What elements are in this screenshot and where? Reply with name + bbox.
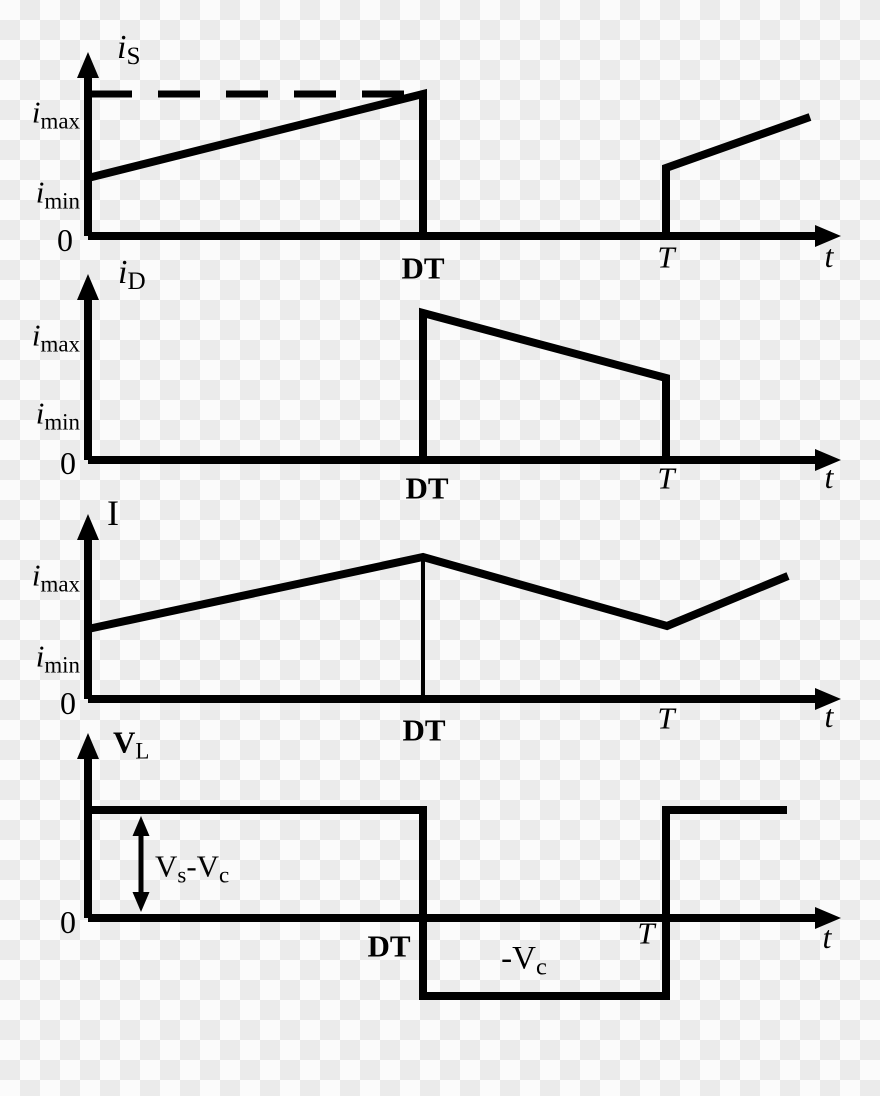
inductor-voltage-plot <box>77 733 841 1000</box>
inductor-current-plot <box>77 514 841 710</box>
inductor-voltage-axis-label-text: L <box>135 738 150 763</box>
inductor-voltage-vs-vc-measure-arrow-down-arrowhead-icon <box>132 892 150 912</box>
switch-current-y-axis-arrowhead-icon <box>77 52 99 78</box>
inductor-current-tick-imax-text: max <box>40 571 81 596</box>
inductor-current-y-axis-arrowhead-icon <box>77 514 99 540</box>
diode-current-y-axis-arrowhead-icon <box>77 274 99 300</box>
inductor-current-tick-zero-text: 0 <box>60 685 76 721</box>
inductor-current-time-label: t <box>825 700 834 732</box>
diode-current-tick-imin: imin <box>35 395 80 433</box>
inductor-current-inductor-ripple-wave <box>87 552 790 633</box>
inductor-voltage-level-vs-minus-vc-text: V <box>155 848 178 884</box>
inductor-current-tick-imin-text: i <box>35 638 45 674</box>
diode-current-tick-imax: imax <box>31 317 80 355</box>
diode-current-time-label-text: t <box>824 459 834 495</box>
switch-current-time-label: t <box>825 240 834 272</box>
switch-current-mark-period: T <box>657 242 674 273</box>
inductor-voltage-level-vs-minus-vc-text: s <box>177 862 187 887</box>
diode-current-tick-imax-text: max <box>40 331 81 356</box>
inductor-voltage-level-vs-minus-vc: Vs-Vc <box>155 848 229 886</box>
inductor-voltage-mark-dt-text: DT <box>367 928 411 964</box>
diode-current-mark-dt-text: DT <box>405 470 449 506</box>
inductor-current-tick-imin-text: min <box>44 652 80 677</box>
inductor-current-mark-period-text: T <box>657 700 675 736</box>
inductor-voltage-level-minus-vc-text: c <box>535 953 547 981</box>
inductor-voltage-vs-vc-measure-arrow-up-arrowhead-icon <box>132 816 150 836</box>
inductor-voltage-time-label-text: t <box>822 919 832 955</box>
diode-current-tick-zero: 0 <box>60 447 76 479</box>
diode-current-t-axis-arrowhead-icon <box>815 449 841 471</box>
switch-current-tick-imin: imin <box>35 174 80 212</box>
diode-current-tick-imin-text: i <box>35 395 45 431</box>
diode-current-mark-dt: DT <box>405 473 448 504</box>
inductor-current-time-label-text: t <box>824 698 834 734</box>
switch-current-axis-label-text: S <box>126 43 141 71</box>
inductor-voltage-mark-dt: DT <box>367 931 410 962</box>
inductor-voltage-level-minus-vc: -Vc <box>501 940 547 979</box>
diode-current-axis-label-text: D <box>127 268 146 296</box>
diode-current-tick-zero-text: 0 <box>60 445 76 481</box>
inductor-current-t-axis-arrowhead-icon <box>815 688 841 710</box>
inductor-current-mark-dt: DT <box>402 715 445 746</box>
inductor-voltage-axis-label: VL <box>113 724 149 762</box>
inductor-voltage-level-vs-minus-vc-text: - <box>186 848 197 884</box>
switch-current-next-cycle-ramp <box>662 113 812 235</box>
inductor-voltage-mark-period-text: T <box>637 915 655 951</box>
inductor-current-mark-dt-text: DT <box>402 712 446 748</box>
diode-current-axis-label: iD <box>118 254 146 295</box>
inductor-voltage-level-vs-minus-vc-text: V <box>196 848 220 884</box>
inductor-current-tick-imin: imin <box>35 638 80 676</box>
switch-current-tick-imax-text: max <box>40 108 81 133</box>
inductor-current-tick-imax-text: i <box>31 557 41 593</box>
inductor-voltage-t-axis-arrowhead-icon <box>815 907 841 929</box>
switch-current-mark-period-text: T <box>657 239 675 275</box>
diode-current-mark-period: T <box>657 463 674 494</box>
diode-current-diode-conduction-pulse <box>419 307 670 459</box>
switch-current-mark-dt-text: DT <box>401 250 445 286</box>
inductor-voltage-y-axis-arrowhead-icon <box>77 733 99 759</box>
inductor-current-axis-label: I <box>107 495 119 531</box>
switch-current-t-axis-arrowhead-icon <box>815 225 841 247</box>
diode-current-mark-period-text: T <box>657 460 675 496</box>
inductor-voltage-level-vs-minus-vc-text: c <box>219 862 230 887</box>
switch-current-plot <box>77 52 841 247</box>
switch-current-tick-zero-text: 0 <box>57 222 73 258</box>
inductor-current-axis-label-text: I <box>107 493 119 533</box>
inductor-current-mark-period: T <box>657 703 674 734</box>
switch-current-tick-imax: imax <box>31 94 80 132</box>
switch-current-axis-label-text: i <box>117 29 127 66</box>
inductor-voltage-axis-label-text: V <box>113 724 136 760</box>
inductor-current-tick-imax: imax <box>31 557 80 595</box>
switch-current-time-label-text: t <box>824 238 834 274</box>
switch-current-switch-on-ramp <box>87 88 427 235</box>
diode-current-plot <box>77 274 841 471</box>
switch-current-tick-imax-text: i <box>31 94 41 130</box>
switch-current-tick-imin-text: i <box>35 174 45 210</box>
inductor-voltage-time-label: t <box>823 921 832 953</box>
switch-current-tick-imin-text: min <box>44 188 80 213</box>
inductor-voltage-mark-period: T <box>637 918 654 949</box>
switch-current-mark-dt: DT <box>401 253 444 284</box>
switch-current-axis-label: iS <box>117 29 140 70</box>
diode-current-axis-label-text: i <box>118 254 128 291</box>
inductor-voltage-level-minus-vc-text: -V <box>501 940 536 977</box>
inductor-current-tick-zero: 0 <box>60 687 76 719</box>
diode-current-tick-imin-text: min <box>44 409 80 434</box>
inductor-voltage-voltage-square-wave <box>88 806 787 1000</box>
diode-current-tick-imax-text: i <box>31 317 41 353</box>
inductor-voltage-tick-zero-text: 0 <box>60 904 76 940</box>
inductor-voltage-tick-zero: 0 <box>60 906 76 938</box>
switch-current-tick-zero: 0 <box>57 224 73 256</box>
diode-current-time-label: t <box>825 461 834 493</box>
